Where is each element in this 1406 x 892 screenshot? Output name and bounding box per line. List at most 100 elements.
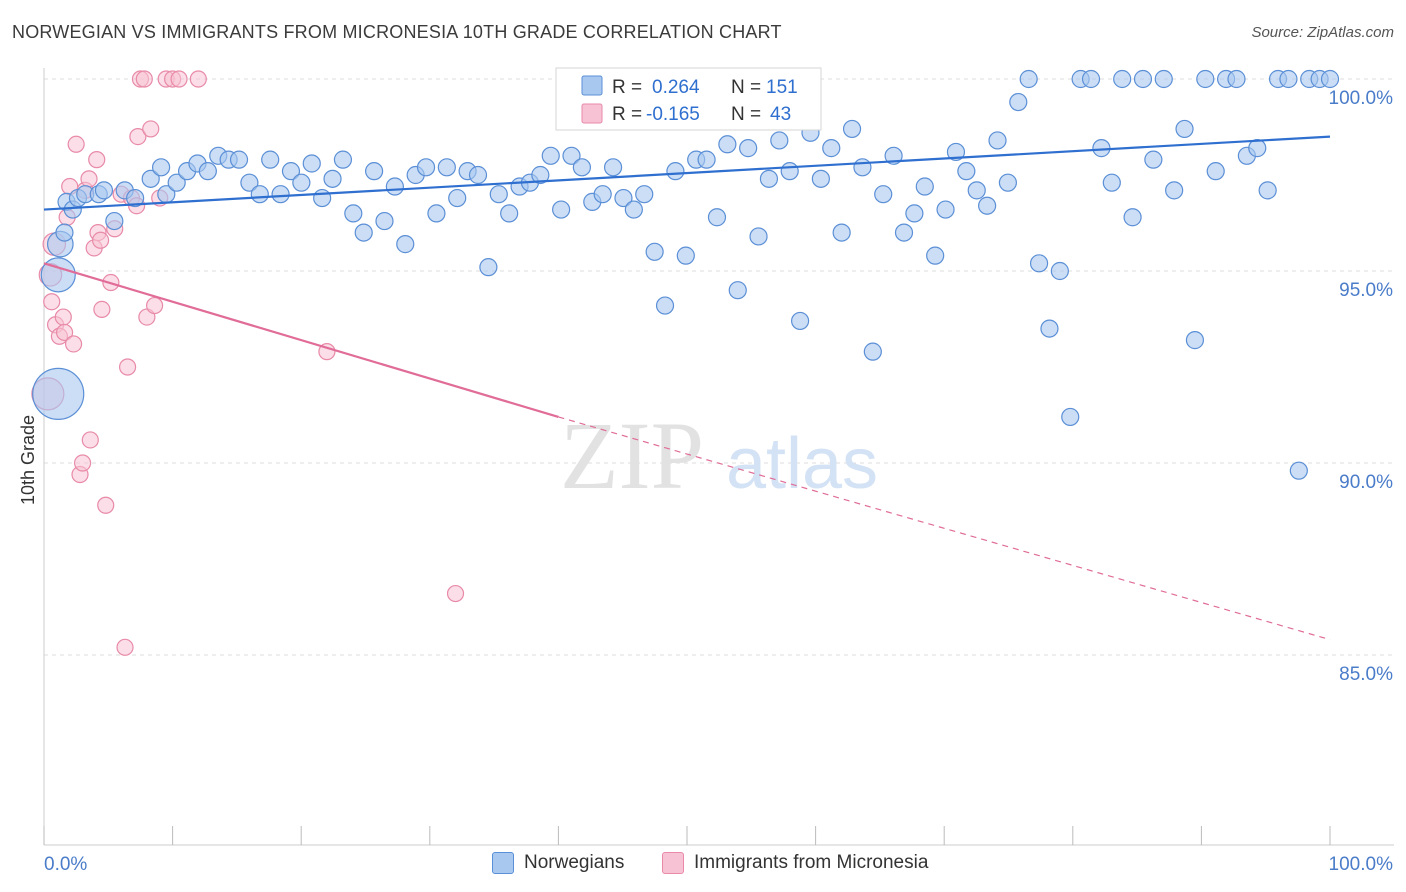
norwegian-point [240,173,259,192]
norwegian-point [261,150,280,169]
norwegian-point [302,154,321,173]
norwegian-point [978,196,997,215]
norwegian-point [281,162,301,181]
norwegian-point [364,162,384,181]
stats-n-value-1: 151 [766,77,798,98]
norwegian-point [250,185,269,204]
norwegian-point [1320,69,1340,89]
stats-r-label-2: R = [612,104,642,125]
norwegian-point [655,296,675,315]
y-tick-label: 90.0% [1339,472,1393,493]
norwegian-point [40,257,76,293]
norwegian-point [1227,69,1246,89]
norwegian-point [141,169,160,188]
norwegian-point [448,188,467,208]
micronesia-point [93,300,111,318]
micronesia-point [91,231,110,249]
tick-labels: 85.0% 90.0% 95.0% 100.0% 0.0% 100.0% [44,88,1393,875]
norwegian-point [1289,461,1308,480]
trend-lines [43,135,1331,641]
norwegian-point [1009,92,1028,112]
norwegian-point [1040,319,1059,338]
norwegian-point [1029,254,1049,273]
norwegian-point [863,342,882,361]
norwegian-point [1175,119,1194,139]
norwegian-point [151,158,171,177]
legend-label-micronesia: Immigrants from Micronesia [694,852,929,873]
legend-item-norwegians[interactable]: Norwegians [492,852,624,874]
micronesia-point [64,335,83,353]
micronesia-point [54,308,72,326]
watermark-zip: ZIP [560,402,704,509]
norwegian-point [1123,208,1142,227]
norwegian-point [988,131,1007,150]
norwegian-point [832,223,851,242]
micronesia-point [446,584,465,603]
y-tick-label: 95.0% [1339,280,1393,301]
norwegian-point [749,227,768,246]
norwegian-point [770,131,789,150]
norwegian-point [1248,139,1267,158]
series-norwegians-points [32,69,1340,480]
norwegian-point [842,119,862,139]
norwegian-point [437,158,456,177]
norwegian-point [427,204,446,223]
norwegian-point [874,185,893,204]
norwegian-point [1185,331,1205,350]
norwegian-point [323,169,342,188]
norwegian-point [905,204,924,223]
norwegian-point [718,135,737,154]
norwegian-point [1165,181,1184,200]
norwegian-point [707,208,727,227]
norwegian-point [915,177,934,196]
legend-item-micronesia[interactable]: Immigrants from Micronesia [662,852,928,874]
watermark-atlas: atlas [726,424,878,504]
norwegian-point [1081,69,1101,89]
stats-n-value-2: 43 [770,104,791,125]
norwegian-point [1061,407,1080,427]
norwegian-point [489,185,508,204]
norwegian-point [105,211,124,231]
legend-swatch-pink [662,852,684,874]
norwegian-point [229,150,249,169]
norwegian-point [1196,69,1215,89]
norwegian-point [811,169,830,188]
norwegian-point [739,139,758,158]
norwegian-point [1102,173,1121,192]
stats-legend-box: R = 0.264 N = 151 R = -0.165 N = 43 [555,67,822,131]
norwegian-point [271,185,290,204]
micronesia-point [97,496,115,514]
norwegian-point [541,146,560,165]
micronesia-point [88,151,106,169]
y-axis-label: 10th Grade [18,415,38,505]
norwegian-point [1206,162,1225,181]
stats-r-value-2: -0.165 [646,104,700,125]
norwegian-point [593,185,612,204]
norwegian-point [676,246,695,265]
norwegian-point [853,158,872,177]
micronesia-point [43,293,61,311]
norwegian-point [531,165,550,185]
norwegian-point [624,200,643,219]
stats-swatch-blue [581,75,603,96]
micronesia-point [135,70,153,88]
norwegian-point [167,173,186,192]
norwegian-point [385,177,404,196]
norwegian-point [1144,150,1163,169]
norwegian-point [1019,69,1038,89]
norwegian-point [333,150,353,169]
norwegian-point [822,139,841,158]
norwegian-point [1092,139,1111,158]
grid-lines [44,78,1394,656]
micronesia-point [189,70,207,88]
stats-n-label-2: N = [731,104,761,125]
norwegian-point [375,211,394,231]
norwegian-point [500,204,519,223]
norwegian-point [894,223,914,242]
norwegian-point [396,235,415,254]
norwegian-point [479,258,498,277]
x-tick-label: 100.0% [1329,854,1394,875]
stats-swatch-pink [581,103,603,124]
micronesia-point [142,120,160,138]
norwegian-point [1113,69,1132,89]
